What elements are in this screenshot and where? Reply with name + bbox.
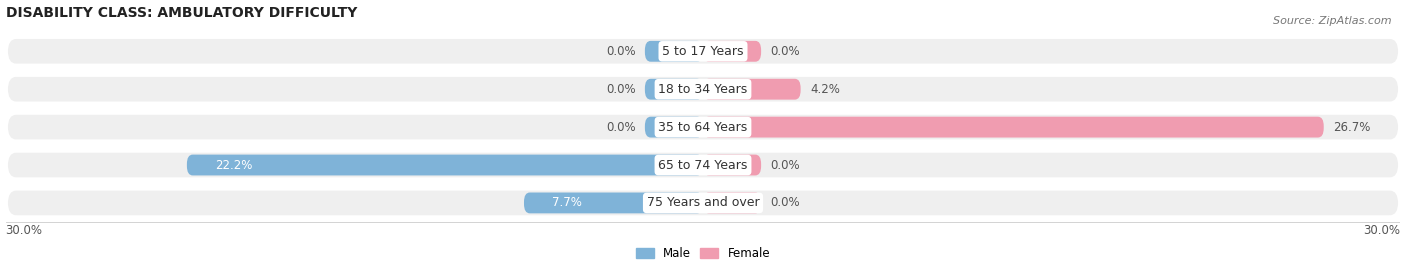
Text: 30.0%: 30.0% [1364, 224, 1400, 237]
Text: 75 Years and over: 75 Years and over [647, 196, 759, 210]
FancyBboxPatch shape [645, 117, 703, 137]
FancyBboxPatch shape [8, 191, 1398, 215]
Text: 0.0%: 0.0% [606, 45, 636, 58]
Text: 26.7%: 26.7% [1333, 121, 1371, 134]
Text: 0.0%: 0.0% [770, 45, 800, 58]
FancyBboxPatch shape [8, 153, 1398, 177]
Text: 0.0%: 0.0% [606, 83, 636, 96]
FancyBboxPatch shape [187, 155, 703, 175]
Text: 0.0%: 0.0% [770, 196, 800, 210]
Text: 35 to 64 Years: 35 to 64 Years [658, 121, 748, 134]
Text: 0.0%: 0.0% [770, 158, 800, 172]
FancyBboxPatch shape [645, 41, 703, 62]
FancyBboxPatch shape [703, 41, 761, 62]
Text: 4.2%: 4.2% [810, 83, 839, 96]
Text: DISABILITY CLASS: AMBULATORY DIFFICULTY: DISABILITY CLASS: AMBULATORY DIFFICULTY [6, 6, 357, 20]
Text: 65 to 74 Years: 65 to 74 Years [658, 158, 748, 172]
FancyBboxPatch shape [645, 79, 703, 100]
Text: 5 to 17 Years: 5 to 17 Years [662, 45, 744, 58]
Legend: Male, Female: Male, Female [636, 247, 770, 260]
FancyBboxPatch shape [8, 77, 1398, 101]
Text: 7.7%: 7.7% [553, 196, 582, 210]
FancyBboxPatch shape [703, 155, 761, 175]
FancyBboxPatch shape [524, 193, 703, 213]
FancyBboxPatch shape [703, 193, 761, 213]
Text: 0.0%: 0.0% [606, 121, 636, 134]
FancyBboxPatch shape [8, 39, 1398, 63]
FancyBboxPatch shape [703, 117, 1323, 137]
FancyBboxPatch shape [8, 115, 1398, 139]
Text: 30.0%: 30.0% [6, 224, 42, 237]
Text: 22.2%: 22.2% [215, 158, 252, 172]
Text: Source: ZipAtlas.com: Source: ZipAtlas.com [1274, 16, 1392, 26]
Text: 18 to 34 Years: 18 to 34 Years [658, 83, 748, 96]
FancyBboxPatch shape [703, 79, 800, 100]
